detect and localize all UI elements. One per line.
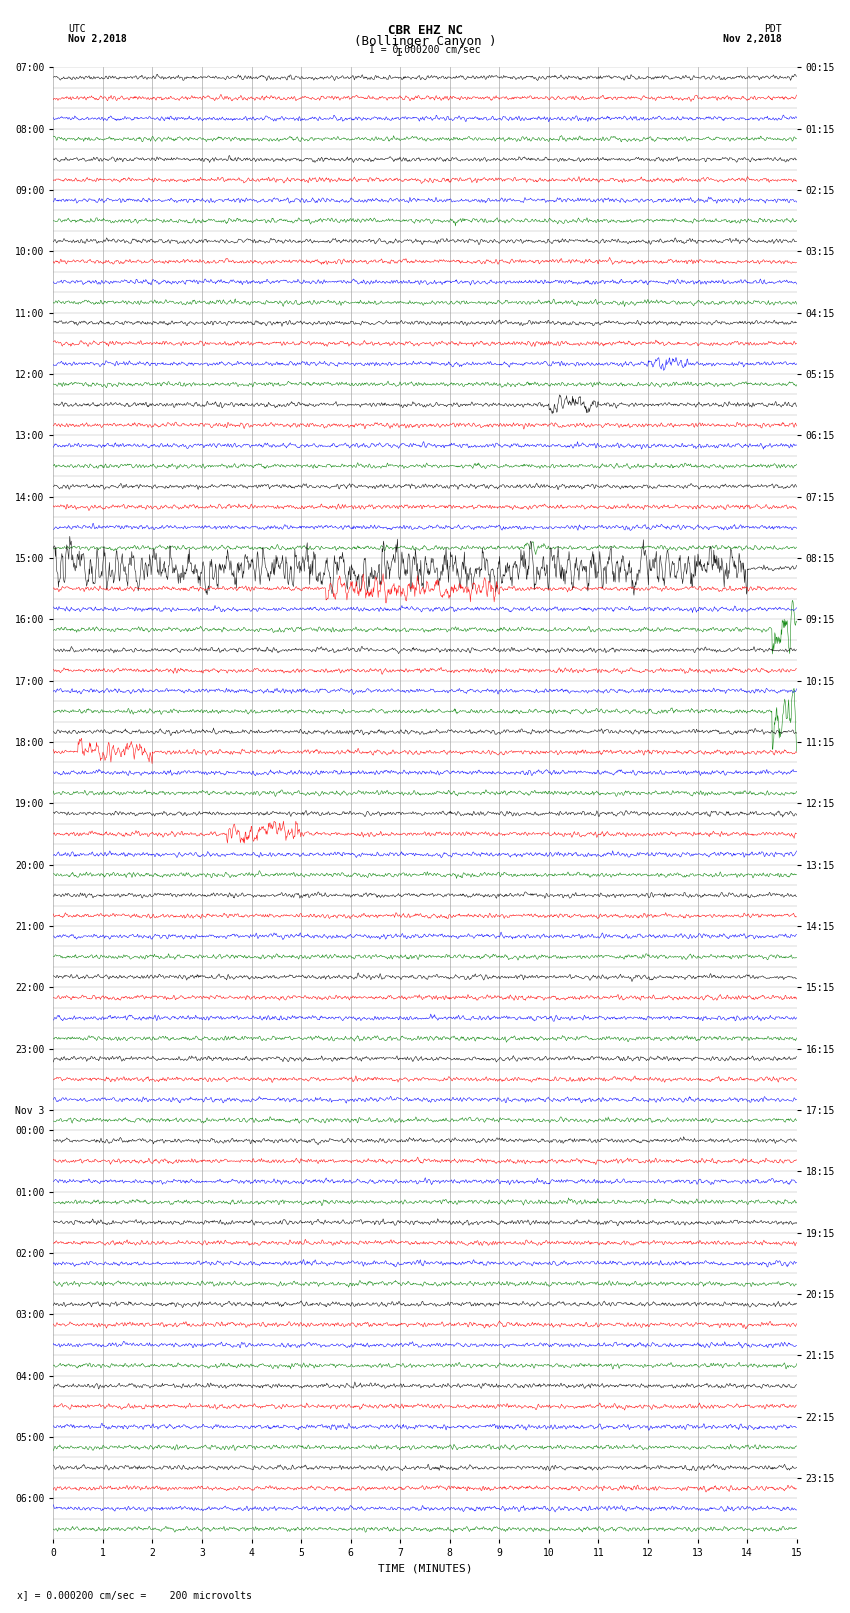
- Text: CBR EHZ NC: CBR EHZ NC: [388, 24, 462, 37]
- Text: I = 0.000200 cm/sec: I = 0.000200 cm/sec: [369, 45, 481, 55]
- Text: UTC: UTC: [68, 24, 86, 34]
- Text: Nov 2,2018: Nov 2,2018: [723, 34, 782, 44]
- Text: PDT: PDT: [764, 24, 782, 34]
- X-axis label: TIME (MINUTES): TIME (MINUTES): [377, 1565, 473, 1574]
- Text: x] = 0.000200 cm/sec =    200 microvolts: x] = 0.000200 cm/sec = 200 microvolts: [17, 1590, 252, 1600]
- Text: Nov 2,2018: Nov 2,2018: [68, 34, 127, 44]
- Text: I: I: [396, 47, 403, 58]
- Text: (Bollinger Canyon ): (Bollinger Canyon ): [354, 35, 496, 48]
